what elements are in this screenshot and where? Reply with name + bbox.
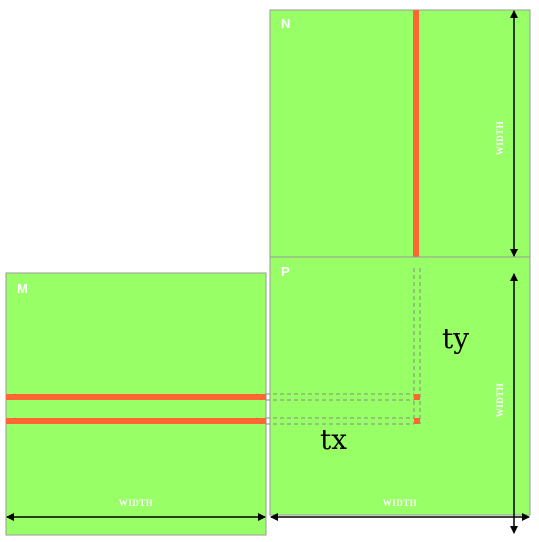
- p-width-label: WIDTH: [383, 498, 418, 508]
- matrix-m-label: M: [17, 281, 28, 296]
- p-element-1: [414, 394, 420, 400]
- matrix-n-label: N: [281, 16, 290, 31]
- m-highlight-row-1: [6, 394, 266, 400]
- matrix-p: [269, 256, 531, 516]
- p-element-2: [414, 418, 420, 424]
- ty-label: ty: [442, 322, 469, 355]
- tx-label: tx: [320, 423, 347, 456]
- m-highlight-row-2: [6, 418, 266, 424]
- n-height-label: WIDTH: [495, 121, 505, 156]
- matrix-m: [5, 272, 267, 536]
- matrix-n: [269, 9, 531, 258]
- matrix-p-label: P: [281, 264, 290, 279]
- n-highlight-column: [413, 10, 419, 268]
- p-height-label: WIDTH: [495, 383, 505, 418]
- m-width-label: WIDTH: [119, 498, 154, 508]
